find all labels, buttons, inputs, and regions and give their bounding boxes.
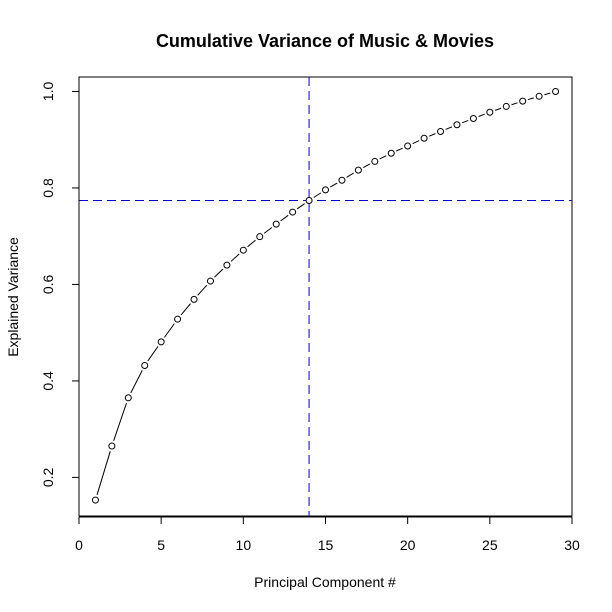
x-axis: 0 5 10 15 20 25 30 [75, 516, 580, 553]
series-line-segment [247, 239, 256, 248]
x-tick-label: 10 [236, 537, 252, 553]
series-line-segment [163, 323, 175, 338]
series-line-segment [230, 253, 240, 262]
y-tick-label: 1.0 [40, 82, 56, 102]
x-axis-label: Principal Component # [254, 574, 396, 590]
series-line-segment [461, 119, 469, 124]
reference-lines [79, 77, 572, 516]
series-line-segment [263, 227, 273, 234]
series-line-segment [147, 346, 159, 362]
data-point [469, 114, 477, 122]
data-point [519, 97, 527, 105]
data-point [289, 208, 297, 216]
data-point [437, 128, 445, 136]
data-point [223, 261, 231, 269]
series-line-segment [511, 102, 518, 106]
y-tick-label: 0.8 [40, 178, 56, 198]
series-line-segment [130, 370, 143, 394]
data-point [190, 295, 198, 303]
x-tick-label: 5 [157, 537, 165, 553]
y-axis-label: Explained Variance [5, 237, 21, 357]
series-line-segment [113, 402, 127, 442]
series [91, 87, 560, 504]
series-line-segment [412, 140, 420, 145]
series-line-segment [296, 203, 305, 210]
series-line-segment [313, 192, 322, 198]
series-line-segment [478, 113, 485, 117]
data-point [354, 166, 362, 174]
series-line-segment [494, 107, 502, 111]
series-line-segment [396, 147, 403, 152]
series-line-segment [214, 268, 224, 278]
data-point [124, 394, 132, 402]
series-line-segment [280, 214, 289, 222]
y-axis: 0.2 0.4 0.6 0.8 1.0 [40, 82, 80, 487]
series-line-segment [346, 172, 354, 178]
data-point [239, 246, 247, 254]
data-point [157, 338, 165, 346]
data-point [322, 186, 329, 194]
series-line-segment [379, 155, 387, 160]
data-point [535, 92, 543, 100]
data-point [453, 121, 461, 129]
data-point [404, 142, 412, 150]
x-tick-label: 15 [318, 537, 334, 553]
data-point [552, 87, 560, 95]
series-line-segment [197, 284, 208, 296]
y-tick-label: 0.2 [40, 467, 56, 487]
data-point [486, 108, 494, 116]
data-point [305, 196, 313, 204]
data-point [256, 233, 264, 241]
data-point [272, 220, 280, 228]
series-line-segment [544, 92, 551, 96]
series-line-segment [445, 126, 453, 130]
y-tick-label: 0.6 [40, 274, 56, 294]
series-line-segment [527, 97, 534, 101]
data-point [174, 315, 182, 323]
data-point [141, 361, 149, 369]
x-tick-label: 0 [75, 537, 83, 553]
data-point [387, 149, 395, 157]
data-point [338, 176, 346, 184]
data-point [502, 102, 510, 110]
x-tick-label: 25 [482, 537, 498, 553]
data-point [91, 496, 99, 504]
x-tick-label: 30 [564, 537, 580, 553]
chart-title: Cumulative Variance of Music & Movies [156, 31, 494, 51]
series-line-segment [362, 163, 371, 168]
data-point [371, 157, 379, 165]
data-point [420, 134, 428, 142]
data-point [206, 277, 214, 285]
plot-area-frame [78, 76, 573, 517]
series-line-segment [180, 303, 191, 316]
y-tick-label: 0.4 [40, 371, 56, 391]
x-tick-label: 20 [400, 537, 416, 553]
series-line-segment [96, 451, 111, 495]
series-line-segment [329, 182, 338, 188]
data-point [108, 442, 116, 450]
series-line-segment [428, 133, 436, 137]
